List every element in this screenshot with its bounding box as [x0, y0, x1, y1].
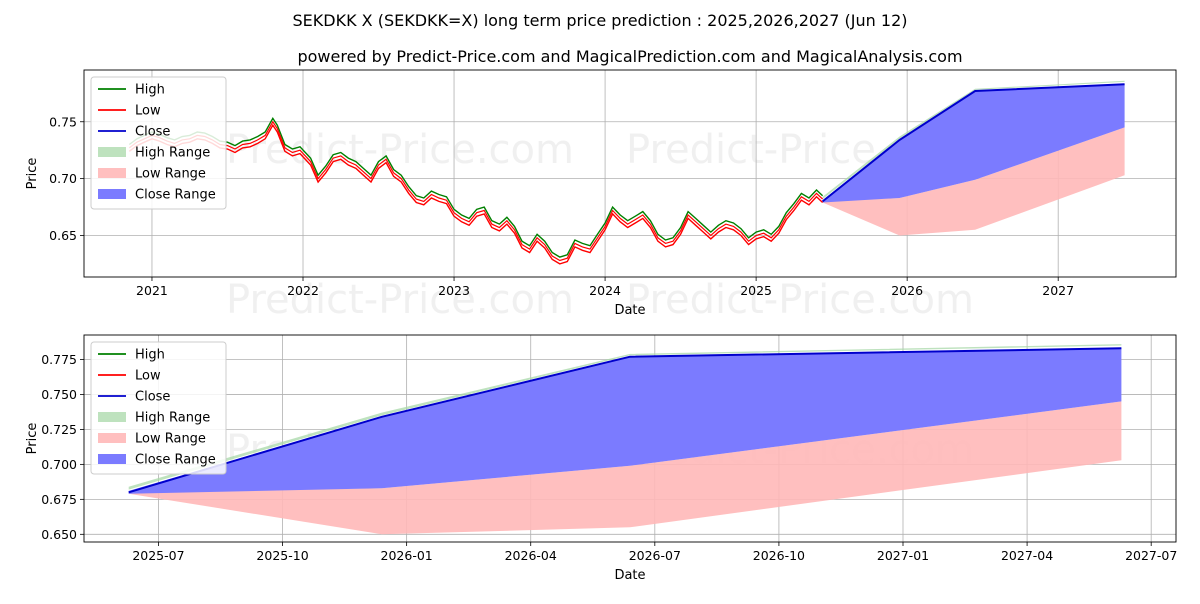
x-tick-label: 2026-04	[505, 548, 557, 563]
history-panel: Predict-Price.com Predict-Price.com Pred…	[25, 69, 1177, 323]
y-tick-label: 0.65	[49, 228, 77, 243]
legend-label: Close Range	[135, 453, 216, 468]
close-range-band	[822, 84, 1125, 203]
legend-label: High	[135, 348, 165, 363]
y-tick-label: 0.75	[49, 114, 77, 129]
x-tick-label: 2025-07	[132, 548, 184, 563]
history-high-line	[128, 116, 824, 258]
y-tick-label: 0.725	[41, 422, 77, 437]
x-tick-label: 2022	[287, 283, 319, 298]
legend-swatch	[98, 189, 126, 199]
x-tick-label: 2025-10	[256, 548, 308, 563]
legend-label: High Range	[135, 411, 210, 426]
y-tick-label: 0.675	[41, 492, 77, 507]
x-tick-label: 2027	[1042, 283, 1074, 298]
watermark: Predict-Price.com	[626, 277, 974, 323]
legend-swatch	[98, 168, 126, 178]
history-low-line	[128, 123, 824, 265]
legend-label: Low Range	[135, 167, 206, 182]
x-axis-label: Date	[614, 568, 645, 583]
history-close-line	[128, 120, 824, 262]
y-axis-label: Price	[25, 423, 40, 455]
x-tick-label: 2027-07	[1125, 548, 1177, 563]
x-tick-label: 2026-07	[629, 548, 681, 563]
forecast-close-line	[821, 83, 1125, 203]
legend-label: Low Range	[135, 432, 206, 447]
forecast-close-line	[128, 347, 1122, 494]
y-tick-label: 0.700	[41, 457, 77, 472]
y-tick-label: 0.650	[41, 527, 77, 542]
y-tick-label: 0.775	[41, 352, 77, 367]
low-range-band	[128, 401, 1122, 535]
y-tick-label: 0.70	[49, 171, 77, 186]
legend-label: High Range	[135, 146, 210, 161]
legend-label: Close Range	[135, 188, 216, 203]
x-tick-label: 2026-10	[753, 548, 805, 563]
x-tick-label: 2027-01	[877, 548, 929, 563]
x-axis-label: Date	[614, 303, 645, 318]
forecast-panel: Predict-Price.com Predict-Price.com 2025…	[25, 334, 1177, 583]
watermark: Predict-Price.com	[226, 277, 574, 323]
x-tick-label: 2024	[589, 283, 621, 298]
legend-swatch	[98, 454, 126, 464]
chart-title: SEKDKK X (SEKDKK=X) long term price pred…	[293, 11, 908, 30]
close-range-band	[128, 348, 1122, 494]
x-tick-label: 2026	[891, 283, 923, 298]
y-tick-label: 0.750	[41, 387, 77, 402]
x-tick-label: 2025	[740, 283, 772, 298]
legend-swatch	[98, 433, 126, 443]
legend-swatch	[98, 147, 126, 157]
x-tick-label: 2023	[438, 283, 470, 298]
chart-subtitle: powered by Predict-Price.com and Magical…	[297, 47, 962, 66]
legend-label: Close	[135, 125, 170, 140]
y-axis-label: Price	[25, 158, 40, 190]
x-tick-label: 2021	[136, 283, 168, 298]
x-tick-label: 2027-04	[1001, 548, 1053, 563]
plot-frame	[83, 334, 1177, 543]
legend-label: High	[135, 83, 165, 98]
legend-label: Low	[135, 104, 161, 119]
x-tick-label: 2026-01	[381, 548, 433, 563]
legend-label: Low	[135, 369, 161, 384]
low-range-band	[822, 127, 1125, 236]
legend-label: Close	[135, 390, 170, 405]
plot-frame	[83, 69, 1177, 278]
legend-swatch	[98, 412, 126, 422]
